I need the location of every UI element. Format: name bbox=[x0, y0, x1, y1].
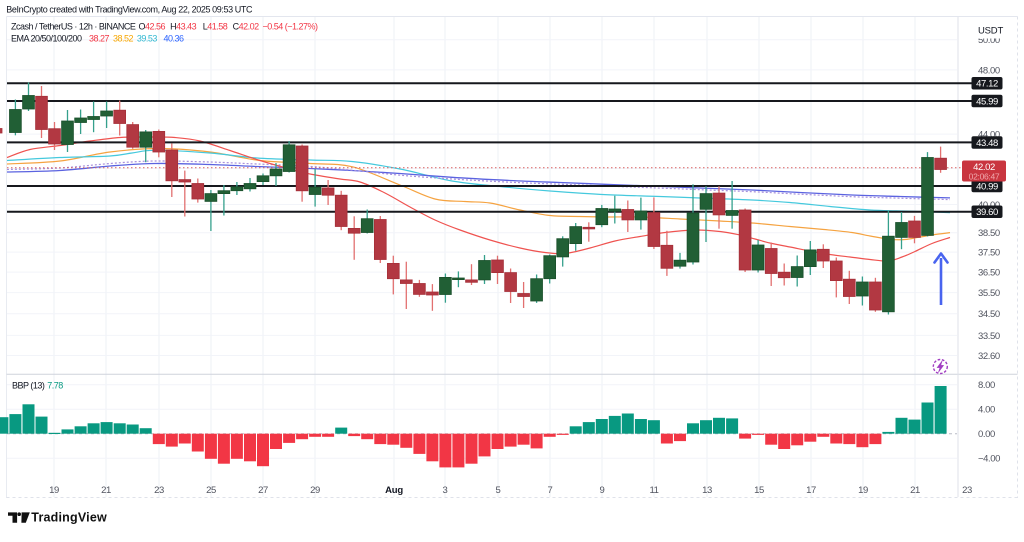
svg-text:5: 5 bbox=[496, 485, 501, 496]
svg-text:34.50: 34.50 bbox=[978, 309, 1000, 320]
svg-text:45.99: 45.99 bbox=[976, 97, 998, 108]
svg-text:Zcash / TetherUS · 12h · BINAN: Zcash / TetherUS · 12h · BINANCE bbox=[11, 22, 136, 32]
svg-text:23: 23 bbox=[154, 485, 164, 496]
svg-text:25: 25 bbox=[206, 485, 216, 496]
svg-text:21: 21 bbox=[910, 485, 920, 496]
svg-text:33.50: 33.50 bbox=[978, 331, 1000, 342]
svg-text:23: 23 bbox=[962, 485, 972, 496]
svg-text:BBP (13): BBP (13) bbox=[12, 380, 45, 390]
svg-text:42.02: 42.02 bbox=[973, 162, 995, 173]
svg-text:50.00: 50.00 bbox=[978, 35, 1000, 46]
svg-text:7.78: 7.78 bbox=[47, 380, 63, 390]
svg-text:9: 9 bbox=[600, 485, 605, 496]
svg-text:C42.02: C42.02 bbox=[233, 22, 260, 32]
svg-text:L41.58: L41.58 bbox=[203, 22, 228, 32]
svg-text:43.48: 43.48 bbox=[976, 138, 998, 149]
svg-text:40.36: 40.36 bbox=[164, 34, 185, 44]
svg-text:40.00: 40.00 bbox=[978, 200, 1000, 211]
svg-text:7: 7 bbox=[548, 485, 553, 496]
svg-text:H43.43: H43.43 bbox=[170, 22, 197, 32]
svg-text:19: 19 bbox=[858, 485, 868, 496]
svg-text:02:06:47: 02:06:47 bbox=[969, 171, 1000, 181]
svg-text:EMA 20/50/100/200: EMA 20/50/100/200 bbox=[11, 34, 82, 44]
svg-text:32.60: 32.60 bbox=[978, 351, 1000, 362]
svg-text:19: 19 bbox=[49, 485, 59, 496]
svg-text:11: 11 bbox=[649, 485, 658, 496]
svg-text:BeInCrypto created with Tradin: BeInCrypto created with TradingView.com,… bbox=[6, 5, 253, 15]
svg-text:−4.00: −4.00 bbox=[978, 454, 1000, 465]
svg-text:4.00: 4.00 bbox=[978, 405, 995, 416]
svg-text:Aug: Aug bbox=[385, 485, 403, 496]
svg-text:38.52: 38.52 bbox=[113, 34, 134, 44]
svg-text:8.00: 8.00 bbox=[978, 380, 995, 391]
svg-text:38.50: 38.50 bbox=[978, 228, 1000, 239]
svg-text:17: 17 bbox=[806, 485, 816, 496]
svg-text:USDT: USDT bbox=[978, 26, 1003, 37]
svg-text:TradingView: TradingView bbox=[31, 511, 107, 525]
svg-text:O42.56: O42.56 bbox=[139, 22, 166, 32]
svg-text:48.00: 48.00 bbox=[978, 65, 1000, 76]
svg-text:15: 15 bbox=[754, 485, 764, 496]
svg-text:39.60: 39.60 bbox=[976, 207, 998, 218]
svg-text:35.50: 35.50 bbox=[978, 288, 1000, 299]
svg-text:13: 13 bbox=[702, 485, 712, 496]
svg-text:38.27: 38.27 bbox=[89, 34, 110, 44]
svg-text:37.50: 37.50 bbox=[978, 248, 1000, 259]
svg-text:47.12: 47.12 bbox=[976, 79, 998, 90]
svg-text:36.50: 36.50 bbox=[978, 268, 1000, 279]
svg-text:−0.54 (−1.27%): −0.54 (−1.27%) bbox=[263, 22, 319, 32]
svg-text:0.00: 0.00 bbox=[978, 429, 995, 440]
svg-text:40.99: 40.99 bbox=[976, 182, 998, 193]
svg-text:29: 29 bbox=[310, 485, 320, 496]
svg-text:39.53: 39.53 bbox=[137, 34, 158, 44]
svg-text:27: 27 bbox=[258, 485, 268, 496]
svg-text:3: 3 bbox=[443, 485, 448, 496]
svg-text:44.00: 44.00 bbox=[978, 130, 1000, 141]
svg-text:21: 21 bbox=[101, 485, 111, 496]
